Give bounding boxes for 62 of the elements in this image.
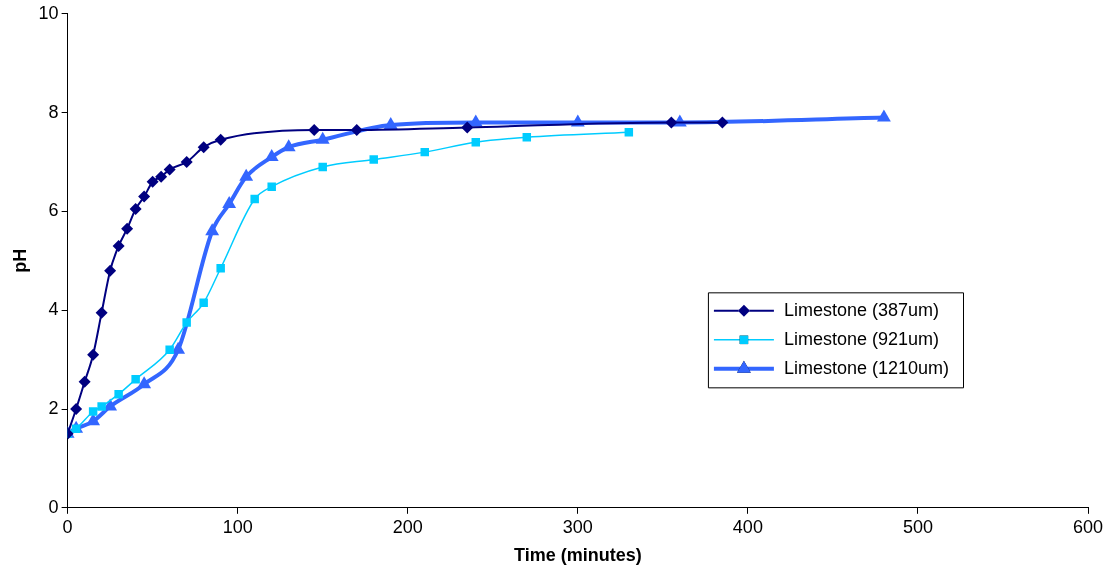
x-tick-label: 0 xyxy=(62,516,73,537)
point xyxy=(112,239,125,252)
point xyxy=(281,139,296,152)
point xyxy=(180,156,193,168)
point xyxy=(197,141,210,154)
point xyxy=(350,123,363,136)
point xyxy=(216,263,225,273)
point xyxy=(87,348,100,361)
point xyxy=(315,131,330,144)
point xyxy=(131,375,140,384)
y-tick-label: 0 xyxy=(48,496,59,517)
legend-label: Limestone (921um) xyxy=(783,328,939,349)
point xyxy=(171,341,186,354)
legend-label: Limestone (1210um) xyxy=(783,357,950,378)
point xyxy=(250,194,259,204)
point xyxy=(78,375,91,388)
point xyxy=(137,376,152,389)
point xyxy=(461,121,474,134)
point xyxy=(86,413,101,426)
point xyxy=(264,149,279,162)
point xyxy=(239,168,254,181)
y-tick-label: 4 xyxy=(48,299,59,320)
y-axis-title: pH xyxy=(9,248,30,273)
x-tick-label: 300 xyxy=(562,516,593,537)
point xyxy=(267,182,276,191)
point xyxy=(468,114,483,127)
point xyxy=(877,109,891,122)
point xyxy=(163,163,176,176)
y-tick-label: 2 xyxy=(48,397,59,418)
y-tick-label: 8 xyxy=(48,101,59,122)
point xyxy=(522,133,532,142)
point xyxy=(95,306,108,319)
point xyxy=(138,190,151,203)
y-tick-label: 10 xyxy=(38,2,59,23)
point xyxy=(222,195,237,208)
point xyxy=(121,222,134,235)
point xyxy=(70,403,83,415)
point xyxy=(624,128,634,137)
point xyxy=(146,175,159,188)
point xyxy=(199,298,208,308)
point xyxy=(104,264,117,277)
legend-label: Limestone (387um) xyxy=(783,299,939,320)
point xyxy=(369,155,378,164)
point xyxy=(318,162,327,172)
x-tick-label: 600 xyxy=(1072,516,1104,537)
point xyxy=(114,389,123,399)
point xyxy=(665,116,678,129)
point xyxy=(129,202,142,215)
point xyxy=(165,345,174,354)
point xyxy=(182,318,191,327)
point xyxy=(205,223,220,236)
x-tick-label: 200 xyxy=(392,516,423,537)
x-tick-label: 500 xyxy=(902,516,933,537)
x-tick-label: 100 xyxy=(222,516,253,537)
x-tick-label: 400 xyxy=(732,516,763,537)
point xyxy=(97,402,106,411)
point xyxy=(214,133,227,146)
point xyxy=(716,116,729,129)
y-tick-label: 6 xyxy=(48,200,59,221)
point xyxy=(88,407,98,416)
x-axis-title: Time (minutes) xyxy=(513,545,642,566)
point xyxy=(155,170,168,183)
